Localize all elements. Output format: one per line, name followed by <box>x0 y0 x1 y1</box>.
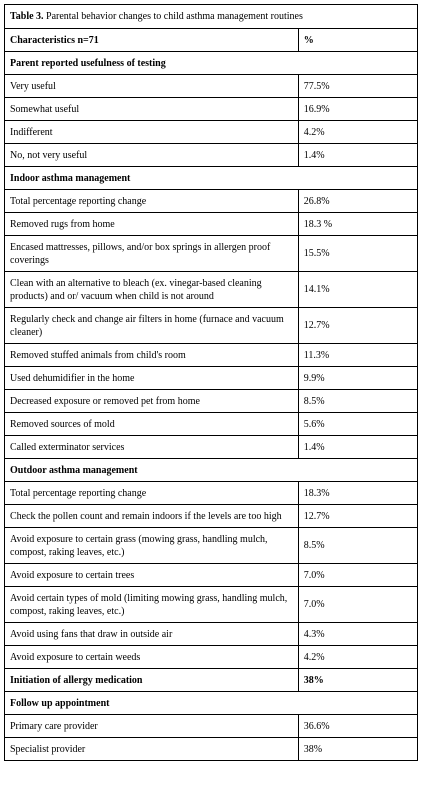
section-title: Indoor asthma management <box>4 166 418 190</box>
row-label: Very useful <box>4 74 299 98</box>
section-header-row: Parent reported usefulness of testing <box>4 51 418 75</box>
row-label: Avoid exposure to certain weeds <box>4 645 299 669</box>
table-row: Decreased exposure or removed pet from h… <box>4 389 419 413</box>
row-value: 5.6% <box>297 412 419 436</box>
table-row: Avoid exposure to certain grass (mowing … <box>4 527 419 564</box>
row-label: Initiation of allergy medication <box>4 668 299 692</box>
table-row: Total percentage reporting change 26.8% <box>4 189 419 213</box>
section-title: Outdoor asthma management <box>4 458 418 482</box>
row-value: 12.7% <box>297 504 419 528</box>
section-header-row: Indoor asthma management <box>4 166 418 190</box>
row-value: 18.3 % <box>297 212 419 236</box>
table-row: Removed rugs from home 18.3 % <box>4 212 419 236</box>
row-value: 1.4% <box>297 435 419 459</box>
table-row: Very useful 77.5% <box>4 74 419 98</box>
row-label: Primary care provider <box>4 714 299 738</box>
table-row: Avoid exposure to certain trees 7.0% <box>4 563 419 587</box>
table-row: Specialist provider 38% <box>4 737 419 761</box>
table-row: Primary care provider 36.6% <box>4 714 419 738</box>
row-value: 38% <box>297 668 419 692</box>
section-title: Follow up appointment <box>4 691 418 715</box>
row-label: Avoid exposure to certain grass (mowing … <box>4 527 299 564</box>
table-row: Indifferent 4.2% <box>4 120 419 144</box>
row-label: Clean with an alternative to bleach (ex.… <box>4 271 299 308</box>
row-value: 36.6% <box>297 714 419 738</box>
row-label: Removed sources of mold <box>4 412 299 436</box>
row-label: Avoid using fans that draw in outside ai… <box>4 622 299 646</box>
section-header-row: Outdoor asthma management <box>4 458 418 482</box>
table-caption-row: Table 3. Parental behavior changes to ch… <box>4 4 418 29</box>
allergy-medication-row: Initiation of allergy medication 38% <box>4 668 419 692</box>
row-label: No, not very useful <box>4 143 299 167</box>
row-value: 16.9% <box>297 97 419 121</box>
row-value: 7.0% <box>297 586 419 623</box>
row-label: Decreased exposure or removed pet from h… <box>4 389 299 413</box>
table-row: Clean with an alternative to bleach (ex.… <box>4 271 419 308</box>
row-label: Encased mattresses, pillows, and/or box … <box>4 235 299 272</box>
table-row: Avoid using fans that draw in outside ai… <box>4 622 419 646</box>
table-row: Regularly check and change air filters i… <box>4 307 419 344</box>
row-label: Avoid certain types of mold (limiting mo… <box>4 586 299 623</box>
table-caption-text: Parental behavior changes to child asthm… <box>43 11 303 22</box>
row-value: 7.0% <box>297 563 419 587</box>
row-label: Specialist provider <box>4 737 299 761</box>
table-row: Called exterminator services 1.4% <box>4 435 419 459</box>
row-label: Indifferent <box>4 120 299 144</box>
row-value: 9.9% <box>297 366 419 390</box>
table-row: Removed stuffed animals from child's roo… <box>4 343 419 367</box>
section-header-row: Follow up appointment <box>4 691 418 715</box>
row-value: 1.4% <box>297 143 419 167</box>
table-row: Avoid exposure to certain weeds 4.2% <box>4 645 419 669</box>
row-label: Used dehumidifier in the home <box>4 366 299 390</box>
row-label: Avoid exposure to certain trees <box>4 563 299 587</box>
table-row: Avoid certain types of mold (limiting mo… <box>4 586 419 623</box>
column-header-characteristics: Characteristics n=71 <box>4 28 299 52</box>
row-value: 4.2% <box>297 645 419 669</box>
table-row: Check the pollen count and remain indoor… <box>4 504 419 528</box>
row-label: Total percentage reporting change <box>4 481 299 505</box>
header-row: Characteristics n=71 % <box>4 28 419 52</box>
table-row: Encased mattresses, pillows, and/or box … <box>4 235 419 272</box>
table-row: Used dehumidifier in the home 9.9% <box>4 366 419 390</box>
row-label: Regularly check and change air filters i… <box>4 307 299 344</box>
table-row: Total percentage reporting change 18.3% <box>4 481 419 505</box>
row-label: Removed rugs from home <box>4 212 299 236</box>
table-row: Removed sources of mold 5.6% <box>4 412 419 436</box>
row-label: Called exterminator services <box>4 435 299 459</box>
row-value: 12.7% <box>297 307 419 344</box>
data-table: Table 3. Parental behavior changes to ch… <box>4 4 419 761</box>
row-label: Check the pollen count and remain indoor… <box>4 504 299 528</box>
table-number: Table 3. <box>10 11 44 22</box>
row-value: 18.3% <box>297 481 419 505</box>
row-value: 4.2% <box>297 120 419 144</box>
row-label: Removed stuffed animals from child's roo… <box>4 343 299 367</box>
row-value: 8.5% <box>297 389 419 413</box>
table-caption: Table 3. Parental behavior changes to ch… <box>4 4 418 29</box>
row-value: 77.5% <box>297 74 419 98</box>
column-header-percent: % <box>297 28 419 52</box>
document-page: Table 3. Parental behavior changes to ch… <box>4 4 419 761</box>
row-label: Somewhat useful <box>4 97 299 121</box>
table-row: No, not very useful 1.4% <box>4 143 419 167</box>
row-value: 15.5% <box>297 235 419 272</box>
row-label: Total percentage reporting change <box>4 189 299 213</box>
row-value: 4.3% <box>297 622 419 646</box>
row-value: 26.8% <box>297 189 419 213</box>
row-value: 8.5% <box>297 527 419 564</box>
table-row: Somewhat useful 16.9% <box>4 97 419 121</box>
row-value: 38% <box>297 737 419 761</box>
row-value: 14.1% <box>297 271 419 308</box>
section-title: Parent reported usefulness of testing <box>4 51 418 75</box>
row-value: 11.3% <box>297 343 419 367</box>
